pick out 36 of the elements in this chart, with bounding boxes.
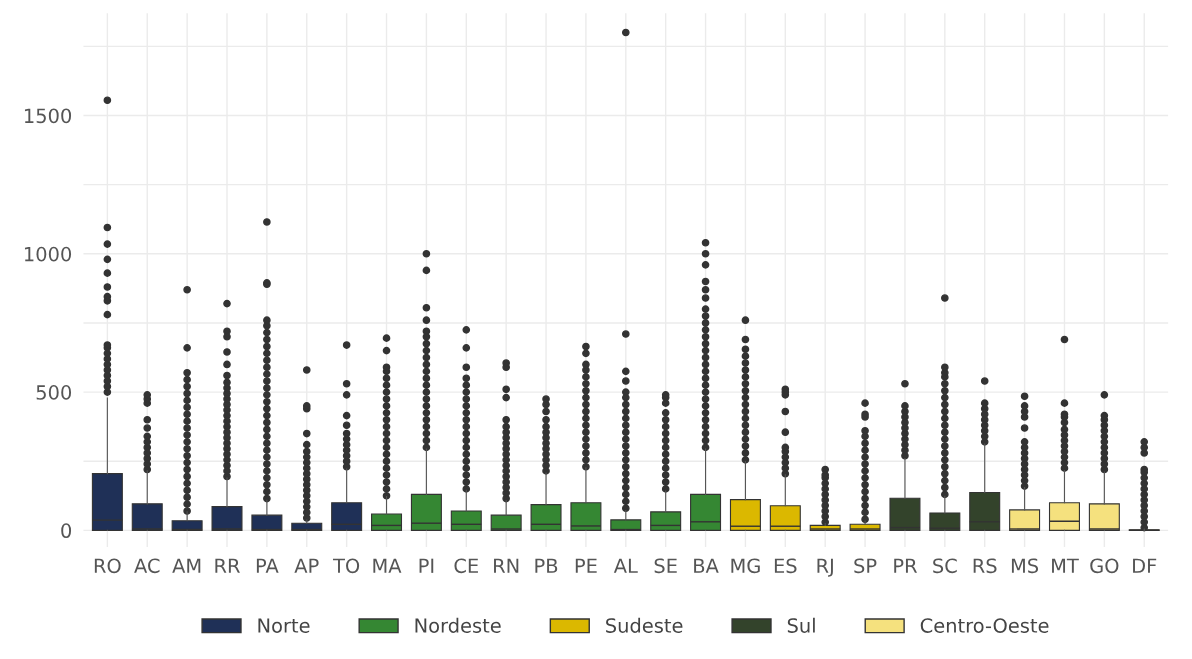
x-tick-label: PE <box>575 558 597 573</box>
x-tick-label: GO <box>1090 558 1119 574</box>
legend-label: Sudeste <box>606 617 683 633</box>
x-tick-label: AP <box>294 558 319 573</box>
y-tick-label: 1500 <box>24 108 72 124</box>
x-tick-label: MG <box>731 558 760 574</box>
y-tick-label: 1000 <box>24 246 72 262</box>
y-tick-label: 500 <box>36 385 72 400</box>
legend-label: Sul <box>787 617 815 633</box>
x-tick-label: RO <box>94 558 121 574</box>
y-tick-label: 0 <box>61 523 72 539</box>
x-tick-label: RR <box>215 558 240 573</box>
x-tick-label: DF <box>1133 558 1157 573</box>
x-tick-label: RJ <box>817 558 833 577</box>
x-tick-label: PA <box>256 558 279 573</box>
x-tick-label: MS <box>1011 558 1039 574</box>
x-tick-label: SC <box>933 558 957 574</box>
x-tick-label: AL <box>613 558 638 573</box>
x-tick-label: SP <box>854 558 877 574</box>
x-tick-label: ES <box>774 558 797 574</box>
x-tick-label: RN <box>494 558 519 573</box>
x-tick-label: MA <box>373 558 402 573</box>
legend-label: Norte <box>258 618 310 633</box>
x-tick-label: PR <box>894 558 918 573</box>
x-tick-label: PI <box>419 558 434 573</box>
x-tick-label: SE <box>654 558 677 574</box>
x-tick-label: CE <box>454 558 478 574</box>
x-tick-label: PB <box>535 558 558 573</box>
x-tick-label: BA <box>694 558 719 573</box>
x-tick-label: MT <box>1052 558 1079 573</box>
legend-label: Nordeste <box>415 617 501 633</box>
x-tick-label: RS <box>973 558 997 574</box>
legend-label: Centro-Oeste <box>920 618 1049 633</box>
x-tick-label: AC <box>134 558 160 574</box>
x-tick-label: TO <box>333 558 360 574</box>
x-tick-label: AM <box>172 558 201 573</box>
